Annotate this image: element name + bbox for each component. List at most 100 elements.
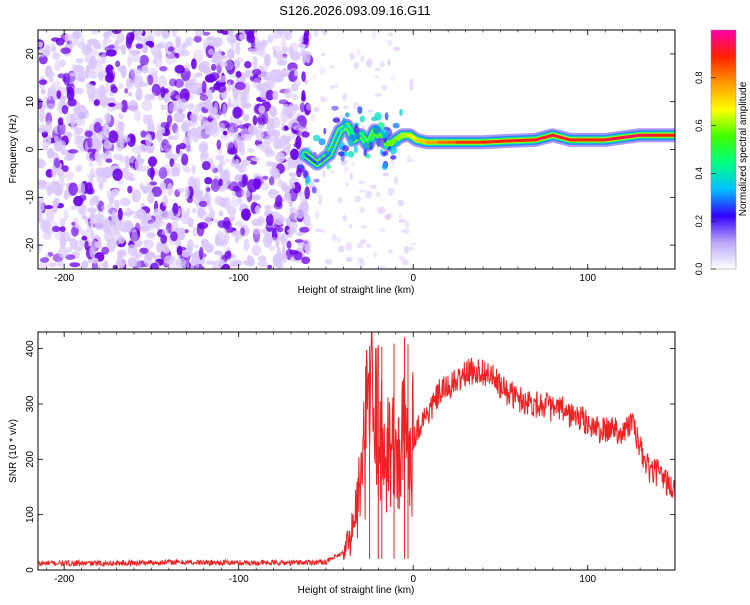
noise-blob	[222, 103, 227, 118]
noise-blob	[232, 230, 241, 236]
noise-blob	[154, 219, 161, 231]
noise-blob	[59, 234, 67, 249]
snr-y-tick-label: 0	[25, 567, 36, 573]
noise-blob	[192, 49, 204, 62]
noise-blob	[304, 186, 311, 200]
noise-blob	[211, 63, 217, 71]
noise-blob	[219, 232, 225, 246]
noise-blob	[329, 65, 334, 69]
noise-blob	[233, 133, 241, 148]
noise-blob	[374, 67, 381, 72]
snr-frame	[37, 331, 676, 571]
noise-blob	[294, 239, 304, 244]
noise-blob	[38, 41, 44, 48]
colorbar-label: Normalized spectral amplitude	[738, 81, 749, 216]
noise-blob	[155, 30, 161, 37]
signal-blob	[383, 150, 389, 156]
noise-blob	[226, 250, 231, 257]
noise-blob	[101, 51, 107, 65]
noise-blob	[45, 208, 55, 223]
noise-blob	[70, 205, 78, 211]
noise-blob	[225, 60, 234, 71]
noise-blob	[283, 163, 291, 171]
noise-blob	[104, 230, 114, 243]
noise-blob	[147, 114, 154, 127]
signal-blob	[332, 117, 341, 123]
noise-blob	[91, 257, 99, 264]
noise-blob	[346, 256, 353, 263]
noise-blob	[127, 228, 137, 233]
noise-blob	[244, 60, 252, 69]
noise-blob	[183, 259, 190, 269]
noise-blob	[286, 192, 292, 204]
noise-blob	[288, 46, 294, 57]
noise-blob	[217, 83, 227, 93]
signal-blob	[342, 117, 347, 127]
noise-blob	[58, 173, 65, 184]
noise-blob	[219, 122, 226, 133]
noise-blob	[113, 102, 123, 108]
noise-blob	[281, 232, 286, 238]
noise-blob	[68, 182, 78, 196]
noise-blob	[205, 214, 213, 226]
noise-blob	[279, 135, 289, 145]
noise-blob	[302, 238, 311, 252]
noise-blob	[38, 79, 48, 85]
noise-blob	[192, 130, 200, 143]
noise-blob	[268, 176, 275, 186]
noise-blob	[343, 105, 348, 110]
noise-blob	[221, 263, 231, 269]
noise-blob	[273, 201, 283, 210]
noise-blob	[150, 124, 155, 133]
noise-blob	[409, 85, 414, 91]
noise-blob	[276, 227, 284, 233]
noise-blob	[210, 178, 221, 192]
noise-blob	[99, 152, 109, 160]
noise-blob	[67, 237, 72, 242]
noise-blob	[75, 58, 84, 64]
noise-blob	[175, 128, 180, 141]
noise-blob	[292, 125, 304, 131]
noise-blob	[230, 157, 235, 168]
noise-blob	[86, 83, 96, 98]
signal-blob	[389, 146, 397, 155]
noise-blob	[109, 91, 114, 97]
noise-blob	[262, 233, 273, 248]
noise-blob	[252, 77, 262, 89]
noise-blob	[234, 174, 244, 182]
noise-blob	[58, 246, 69, 259]
signal-blob	[325, 151, 331, 157]
noise-blob	[309, 180, 315, 188]
signal-blob	[331, 105, 339, 111]
signal-blob	[307, 147, 311, 154]
noise-blob	[73, 195, 84, 207]
noise-blob	[172, 123, 179, 134]
noise-blob	[320, 229, 326, 234]
noise-blob	[133, 239, 143, 248]
noise-blob	[313, 106, 320, 113]
noise-blob	[171, 30, 178, 38]
noise-blob	[38, 180, 48, 190]
noise-blob	[193, 244, 199, 249]
noise-blob	[38, 201, 45, 213]
noise-blob	[135, 68, 143, 75]
noise-blob	[104, 82, 110, 93]
noise-blob	[230, 260, 242, 267]
noise-blob	[104, 112, 112, 124]
noise-blob	[167, 46, 175, 52]
noise-blob	[226, 82, 232, 93]
noise-blob	[62, 165, 69, 173]
noise-blob	[178, 142, 187, 150]
noise-blob	[187, 217, 194, 228]
noise-blob	[280, 38, 287, 49]
noise-blob	[250, 39, 256, 50]
colorbar-tick-label: 0.6	[694, 119, 704, 132]
noise-blob	[404, 245, 410, 254]
noise-blob	[85, 65, 90, 79]
noise-blob	[133, 258, 142, 269]
noise-blob	[87, 206, 97, 214]
noise-blob	[262, 175, 269, 180]
signal-blob	[320, 157, 325, 163]
noise-blob	[75, 139, 85, 150]
noise-blob	[71, 226, 79, 237]
